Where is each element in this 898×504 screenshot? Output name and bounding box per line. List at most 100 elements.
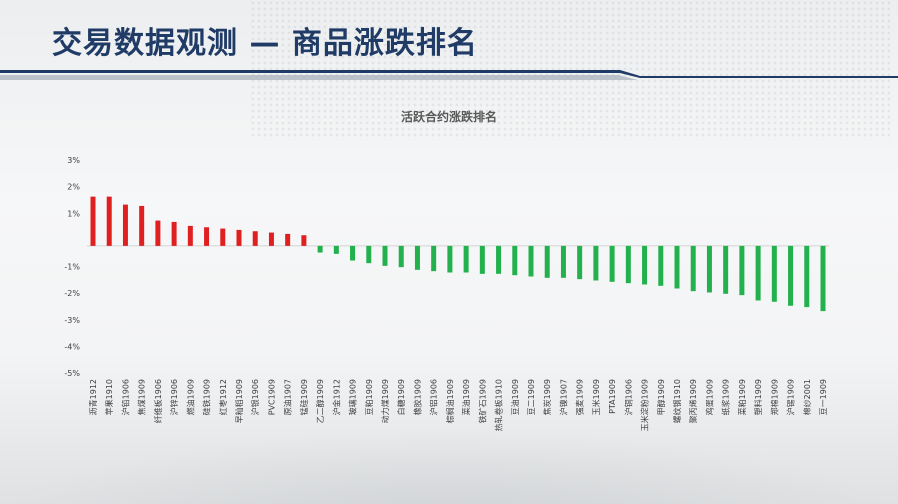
x-tick-label: 强麦1909 (575, 379, 585, 415)
x-tick-label: 焦炭1909 (542, 379, 552, 415)
header-band-light (0, 75, 638, 80)
bar-20 (414, 245, 420, 270)
x-tick-label: 沪铝1906 (429, 379, 439, 415)
x-tick-label: 沪银1906 (250, 379, 260, 415)
bar-28 (544, 245, 550, 278)
y-tick-label: -2% (64, 289, 80, 298)
bar-34 (642, 245, 648, 285)
x-tick-label: 塑料1909 (753, 379, 763, 415)
bar-44 (804, 245, 810, 308)
bar-43 (788, 245, 794, 306)
bar-13 (301, 235, 307, 246)
bar-6 (187, 225, 193, 246)
bar-39 (723, 245, 729, 294)
bar-35 (658, 245, 664, 286)
x-tick-label: 沪镍1907 (558, 379, 568, 415)
bar-11 (268, 232, 274, 246)
x-tick-label: 玉米淀粉1909 (640, 379, 650, 431)
bar-10 (252, 231, 258, 246)
x-tick-label: 棕榈油1909 (445, 379, 455, 423)
x-tick-label: 白糖1909 (396, 379, 406, 415)
bar-40 (739, 245, 745, 296)
x-tick-label: 豆粕1909 (364, 379, 374, 415)
header-band-dark (0, 70, 898, 78)
x-tick-label: 沪铅1906 (120, 379, 130, 415)
bar-19 (398, 245, 404, 268)
bar-9 (236, 229, 242, 246)
bar-24 (479, 245, 485, 274)
x-tick-label: 鸡蛋1909 (704, 379, 714, 415)
bar-14 (317, 245, 323, 253)
x-tick-label: 原油1907 (283, 379, 293, 415)
x-tick-label: 苹果1910 (104, 379, 114, 415)
y-tick-label: -3% (64, 316, 80, 325)
bar-4 (155, 220, 161, 246)
bars (90, 196, 826, 312)
bar-41 (755, 245, 761, 301)
x-tick-label: 豆一1909 (819, 379, 828, 415)
bar-17 (366, 245, 372, 264)
x-tick-label: 焦煤1909 (137, 379, 147, 415)
bar-5 (171, 221, 177, 246)
y-tick-label: 3% (67, 156, 80, 165)
x-tick-label: 棉纱2001 (802, 379, 812, 415)
bar-3 (139, 205, 145, 246)
bar-33 (625, 245, 631, 284)
x-tick-label: 动力煤1909 (380, 379, 390, 423)
bar-25 (496, 245, 502, 274)
bar-45 (820, 245, 826, 312)
x-tick-label: 硅铁1909 (202, 379, 212, 415)
x-tick-label: 红枣1912 (218, 379, 228, 415)
x-tick-label: 螺纹钢1910 (672, 379, 682, 423)
bar-31 (593, 245, 599, 281)
x-tick-label: 菜粕1909 (737, 379, 747, 415)
page-title: 交易数据观测 — 商品涨跌排名 (52, 26, 478, 61)
x-tick-label: 纸浆1909 (721, 379, 731, 415)
bar-23 (463, 245, 469, 273)
x-tick-label: 豆二1909 (527, 379, 536, 415)
y-tick-label: 2% (67, 183, 80, 192)
chart-title: 活跃合约涨跌排名 (400, 110, 497, 124)
x-tick-label: 纤维板1906 (153, 379, 163, 423)
x-tick-label: 乙二醇1909 (315, 379, 325, 423)
x-tick-label: 玉米1909 (591, 379, 601, 415)
x-tick-label: 沥青1912 (88, 379, 98, 415)
x-tick-label: 聚丙烯1909 (688, 379, 698, 423)
bar-42 (771, 245, 777, 302)
x-tick-label: 甲醇1909 (656, 379, 666, 415)
bar-18 (382, 245, 388, 266)
bar-29 (560, 245, 566, 278)
bar-12 (285, 233, 291, 246)
x-tick-label: 郑棉1909 (769, 379, 779, 415)
x-tick-label: 沪锌1906 (169, 379, 179, 415)
bar-8 (220, 228, 226, 246)
bar-2 (122, 204, 128, 246)
header-band (0, 70, 898, 80)
bar-1 (106, 196, 112, 246)
x-tick-label: 沪金1912 (331, 379, 341, 415)
y-tick-label: -4% (64, 342, 80, 351)
x-tick-label: 玻璃1909 (348, 379, 358, 415)
footer-decoration (0, 430, 898, 504)
bar-22 (447, 245, 453, 273)
x-tick-label: 豆油1909 (510, 379, 520, 415)
bar-27 (528, 245, 534, 277)
x-tick-label: 锰硅1909 (299, 379, 309, 415)
x-tick-label: 菜油1909 (461, 379, 471, 415)
bar-37 (690, 245, 696, 292)
bar-36 (674, 245, 680, 289)
bar-15 (333, 245, 339, 254)
x-tick-label: 燃油1909 (185, 379, 195, 415)
bar-21 (431, 245, 437, 272)
x-tick-label: PVC1909 (267, 379, 276, 415)
x-tick-label: 橡胶1909 (412, 379, 422, 415)
x-tick-label: PTA1909 (608, 379, 617, 414)
x-tick-label: 沪锡1909 (786, 379, 796, 415)
bar-30 (577, 245, 583, 280)
y-axis: 3% 2% 1% -1% -2% -3% -4% -5% (64, 156, 829, 378)
bar-16 (350, 245, 356, 261)
bar-32 (609, 245, 615, 282)
bar-26 (512, 245, 518, 276)
